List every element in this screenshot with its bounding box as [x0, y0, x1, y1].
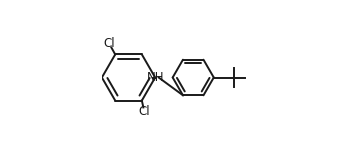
Text: NH: NH: [147, 71, 165, 84]
Text: Cl: Cl: [139, 105, 150, 118]
Text: Cl: Cl: [104, 37, 115, 49]
